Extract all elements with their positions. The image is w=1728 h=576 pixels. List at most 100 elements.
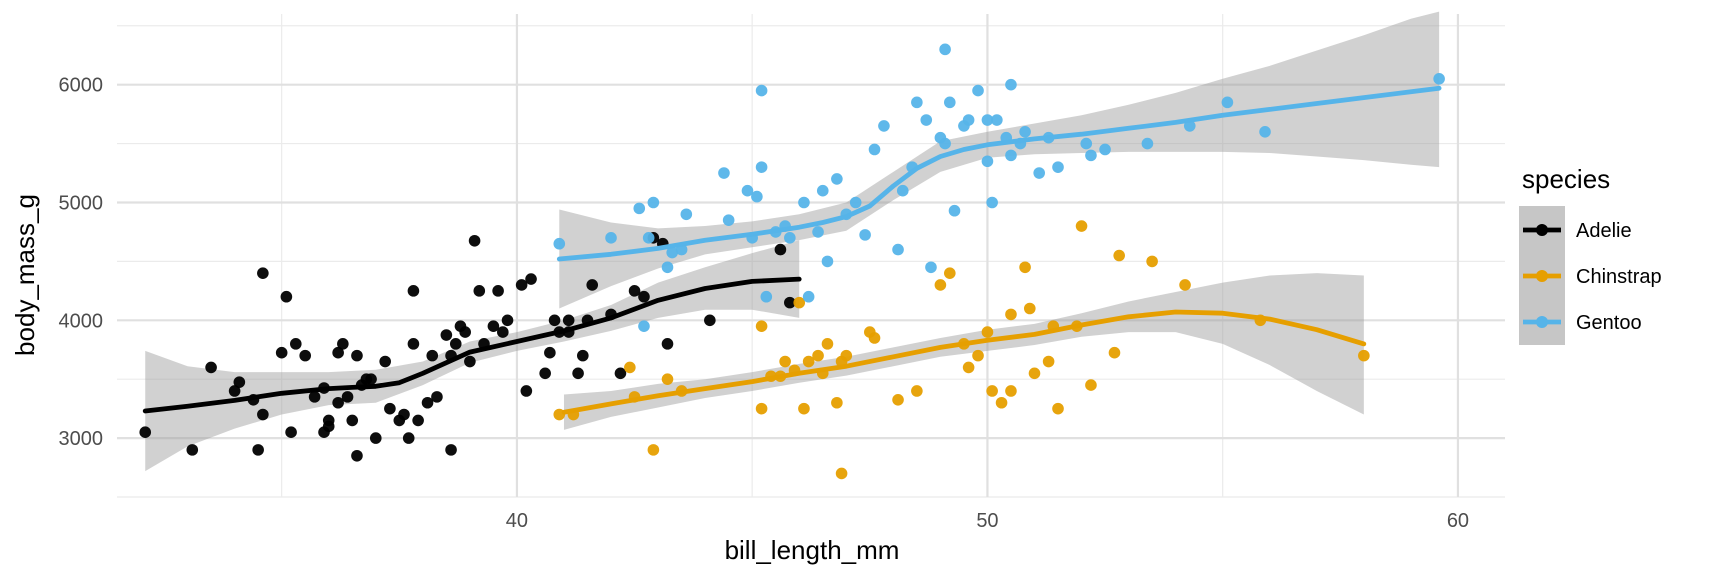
gentoo-data-point [892, 243, 904, 256]
chinstrap-data-point [911, 385, 923, 397]
adelie-data-point [577, 349, 589, 362]
gentoo-data-point [666, 246, 678, 259]
gentoo-data-point [948, 204, 961, 217]
x-tick-label: 60 [1447, 510, 1469, 532]
adelie-data-point [341, 391, 354, 403]
gentoo-data-point [991, 114, 1003, 126]
gentoo-data-point [1033, 167, 1045, 179]
gentoo-data-point [972, 84, 984, 97]
gentoo-data-point [605, 232, 617, 244]
adelie-data-point [384, 402, 396, 415]
chinstrap-data-point [779, 355, 791, 368]
gentoo-data-point [722, 214, 735, 226]
gentoo-data-point [553, 237, 566, 250]
gentoo-data-point [821, 255, 834, 268]
chinstrap-data-point [835, 467, 848, 480]
gentoo-data-point [1141, 137, 1154, 150]
gentoo-data-point [981, 114, 994, 126]
gentoo-data-point [760, 290, 773, 303]
gentoo-data-point [816, 184, 829, 197]
adelie-data-point [586, 279, 599, 291]
adelie-data-point [275, 346, 288, 359]
adelie-data-point [572, 367, 584, 380]
adelie-data-point [351, 349, 363, 362]
chinstrap-data-point [981, 326, 994, 338]
adelie-data-point [468, 234, 481, 247]
gentoo-data-point [751, 190, 763, 203]
adelie-data-point [473, 285, 486, 297]
gentoo-data-point [647, 196, 660, 209]
x-axis-title: bill_length_mm [725, 535, 900, 565]
chinstrap-data-point [995, 396, 1008, 409]
adelie-data-point [365, 373, 377, 385]
adelie-data-point [322, 414, 335, 427]
chinstrap-data-point [840, 349, 853, 362]
gentoo-data-point [920, 114, 933, 126]
adelie-data-point [459, 326, 471, 338]
gentoo-data-point [784, 232, 796, 244]
legend-title: species [1522, 164, 1610, 194]
adelie-legend-point [1536, 224, 1548, 236]
adelie-data-point [421, 396, 434, 409]
adelie-smooth-line [142, 276, 802, 414]
adelie-data-point [515, 279, 528, 291]
gentoo-data-point [925, 261, 937, 274]
chinstrap-data-point [1023, 302, 1036, 315]
chinstrap-data-point [962, 361, 975, 374]
gentoo-data-point [718, 167, 730, 179]
gentoo-data-point [962, 114, 975, 126]
gentoo-data-point [944, 96, 956, 109]
chinstrap-data-point [1042, 355, 1055, 368]
chinstrap-data-point [793, 296, 806, 309]
adelie-data-point [562, 314, 575, 327]
gentoo-legend-point [1536, 316, 1548, 328]
adelie-data-point [332, 396, 344, 409]
gentoo-data-point [939, 137, 951, 150]
chinstrap-data-point [798, 402, 810, 415]
adelie-data-point [308, 391, 321, 403]
y-axis-title: body_mass_g [10, 194, 40, 356]
gentoo-data-point [1221, 96, 1234, 109]
adelie-data-point [492, 285, 504, 297]
adelie-data-point [784, 296, 796, 309]
gentoo-data-point [1085, 149, 1097, 162]
adelie-data-point [402, 432, 415, 444]
adelie-data-point [525, 273, 537, 285]
chinstrap-legend-label: Chinstrap [1576, 266, 1662, 288]
gentoo-data-point [1005, 78, 1017, 91]
chinstrap-data-point [647, 444, 660, 456]
y-axis-ticks: 3000 4000 5000 6000 [59, 75, 104, 450]
x-tick-label: 40 [506, 510, 528, 532]
adelie-data-point [614, 367, 627, 380]
chinstrap-smooth-line [561, 309, 1367, 415]
adelie-data-point [257, 408, 269, 421]
gentoo-data-point [661, 261, 674, 274]
chinstrap-data-point [1179, 279, 1191, 291]
chinstrap-data-point [624, 361, 636, 374]
adelie-data-point [337, 338, 349, 350]
adelie-data-point [346, 414, 359, 427]
gentoo-data-point [849, 196, 862, 209]
adelie-data-point [774, 243, 787, 256]
gentoo-data-point [680, 208, 693, 221]
adelie-data-point [228, 385, 241, 397]
chinstrap-data-point [1146, 255, 1158, 268]
adelie-data-point [638, 290, 650, 303]
chinstrap-data-point [802, 355, 815, 368]
chinstrap-data-point [821, 338, 834, 350]
adelie-data-point [487, 320, 500, 332]
adelie-data-point [351, 449, 363, 462]
chinstrap-data-point [1019, 261, 1031, 274]
x-axis-ticks: 40 50 60 [506, 510, 1469, 532]
adelie-data-point [520, 385, 533, 397]
gentoo-data-point [986, 196, 998, 209]
adelie-data-point [464, 355, 476, 368]
gentoo-data-point [755, 84, 768, 97]
chinstrap-data-point [972, 349, 984, 362]
chinstrap-data-point [892, 394, 904, 406]
legend: species Adelie Chinstrap Gentoo [1519, 164, 1662, 345]
chinstrap-data-point [661, 373, 674, 385]
adelie-data-point [289, 338, 302, 350]
